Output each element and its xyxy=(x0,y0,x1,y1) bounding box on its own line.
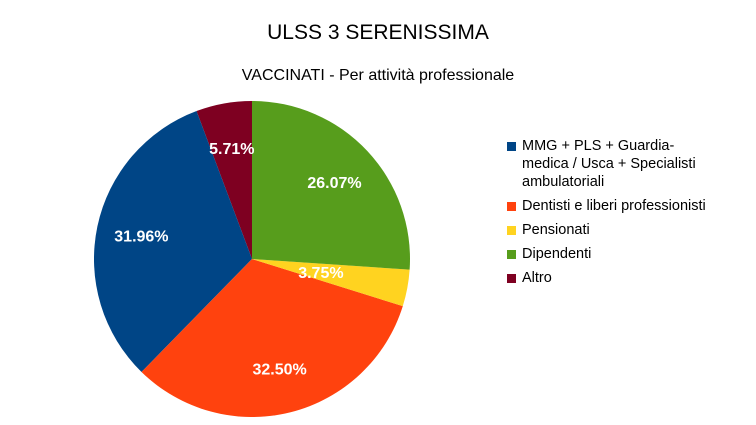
slice-value-label: 3.75% xyxy=(298,265,343,282)
legend-item: Dipendenti xyxy=(507,245,752,263)
pie-slice xyxy=(141,259,403,418)
legend-swatch xyxy=(507,226,516,235)
legend-item: Dentisti e liberi professionisti xyxy=(507,197,752,215)
slice-value-label: 5.71% xyxy=(209,141,254,158)
slice-value-label: 31.96% xyxy=(114,229,168,246)
chart-subtitle: VACCINATI - Per attività professionale xyxy=(241,67,515,84)
legend-item: Pensionati xyxy=(507,221,752,239)
legend-item: Altro xyxy=(507,269,752,287)
legend-swatch xyxy=(507,250,516,259)
pie-slice xyxy=(252,259,410,307)
legend-swatch xyxy=(507,274,516,283)
chart-title: ULSS 3 SERENISSIMA xyxy=(267,21,489,44)
pie-slice xyxy=(93,111,253,372)
legend-swatch xyxy=(507,142,516,151)
pie-slice xyxy=(252,100,410,270)
legend-item: MMG + PLS + Guardia-medica / Usca + Spec… xyxy=(507,137,752,191)
legend-label: Dentisti e liberi professionisti xyxy=(522,198,706,214)
slice-value-label: 32.50% xyxy=(252,362,306,379)
legend: MMG + PLS + Guardia-medica / Usca + Spec… xyxy=(507,137,752,293)
legend-label: Altro xyxy=(522,270,552,286)
pie-slice xyxy=(196,101,252,259)
legend-label: Dipendenti xyxy=(522,246,592,262)
slice-value-label: 26.07% xyxy=(307,175,361,192)
legend-swatch xyxy=(507,202,516,211)
legend-label: MMG + PLS + Guardia-medica / Usca + Spec… xyxy=(522,138,696,190)
pie-chart: 5.71% 31.96% 32.50% 3.75% 26.07% xyxy=(93,100,410,418)
legend-label: Pensionati xyxy=(522,222,590,238)
